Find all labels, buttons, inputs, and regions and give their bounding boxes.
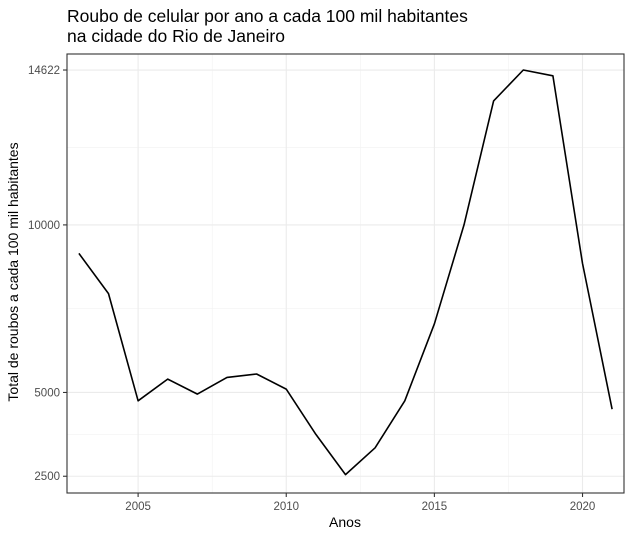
major-gridlines [67, 54, 624, 493]
x-tick-label: 2005 [125, 501, 151, 513]
series-line [78, 69, 613, 476]
chart-title-line-2: na cidade do Rio de Janeiro [67, 26, 285, 46]
y-tick-label: 2500 [34, 471, 60, 483]
plot-panel-border [66, 53, 625, 494]
y-tick-label: 14622 [28, 65, 60, 77]
data-layer [78, 69, 613, 476]
x-tick-label: 2010 [273, 501, 299, 513]
axis-ticks: 2005 2010 2015 2020 2500 5000 10000 14622 [28, 65, 595, 513]
x-tick-label: 2015 [422, 501, 448, 513]
y-axis-title: Total de roubos a cada 100 mil habitante… [5, 142, 21, 401]
x-axis-title: Anos [329, 514, 361, 530]
minor-gridlines [67, 54, 624, 493]
y-tick-label: 5000 [34, 387, 60, 399]
y-tick-label: 10000 [28, 220, 60, 232]
plot-panel-background [67, 54, 624, 493]
x-tick-label: 2020 [570, 501, 596, 513]
chart-title-line-1: Roubo de celular por ano a cada 100 mil … [67, 6, 468, 26]
chart-title: Roubo de celular por ano a cada 100 mil … [67, 6, 468, 46]
